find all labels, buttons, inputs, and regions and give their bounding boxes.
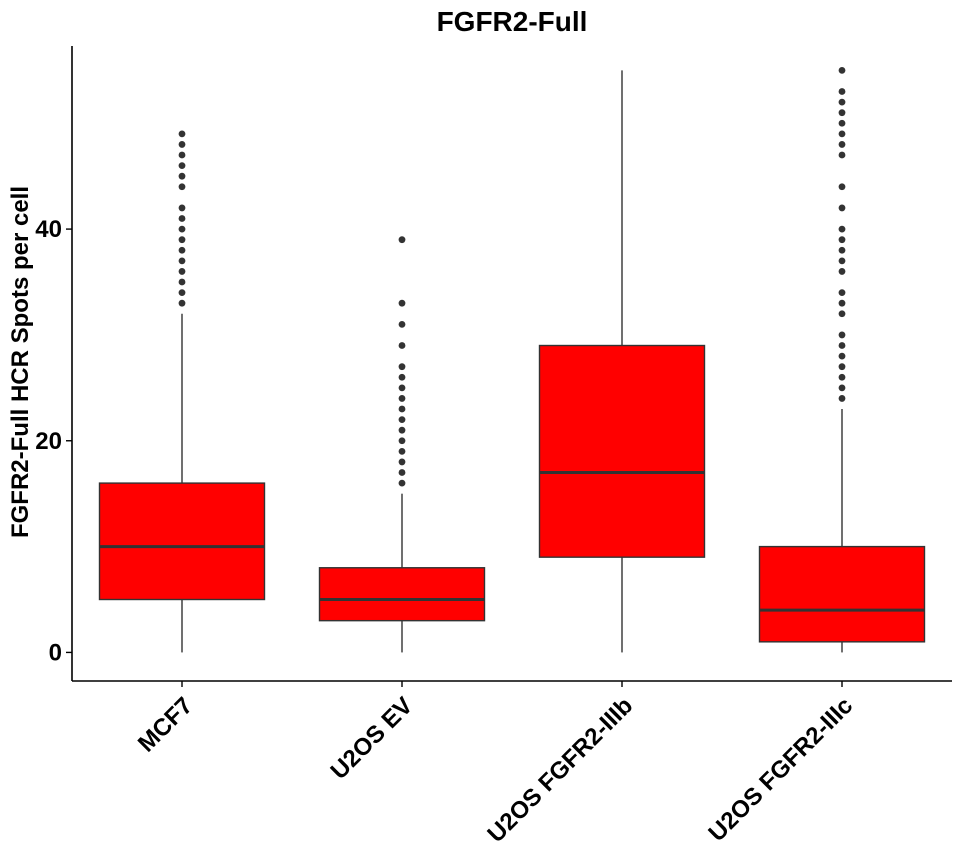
outlier-point bbox=[178, 246, 186, 254]
plot-area: 0 20 40 MCF7 U2OS EV U2OS FGFR2-IIIb U2OS FGFR… bbox=[35, 46, 952, 848]
outlier-point bbox=[838, 119, 846, 127]
outlier-point bbox=[838, 363, 846, 371]
y-tick-label: 20 bbox=[35, 428, 62, 455]
y-tick-label: 0 bbox=[49, 639, 62, 666]
outlier-point bbox=[838, 246, 846, 254]
outlier-point bbox=[178, 299, 186, 307]
outlier-point bbox=[838, 384, 846, 392]
outlier-point bbox=[398, 299, 406, 307]
outlier-point bbox=[838, 109, 846, 117]
outlier-point bbox=[398, 416, 406, 423]
outlier-point bbox=[398, 320, 406, 328]
outlier-point bbox=[838, 183, 846, 191]
outlier-point bbox=[838, 395, 846, 402]
outlier-point bbox=[398, 363, 406, 371]
outlier-point bbox=[398, 447, 406, 455]
outlier-point bbox=[838, 331, 846, 339]
outlier-point bbox=[398, 342, 406, 349]
outlier-point bbox=[838, 66, 846, 74]
outlier-point bbox=[838, 257, 846, 265]
box-iqr bbox=[758, 545, 926, 643]
outlier-point bbox=[398, 458, 406, 466]
outlier-point bbox=[398, 479, 406, 487]
outlier-point bbox=[178, 204, 186, 212]
outlier-point bbox=[838, 373, 846, 381]
outlier-point bbox=[398, 373, 406, 381]
y-tick-label: 40 bbox=[35, 216, 62, 243]
outlier-point bbox=[838, 225, 846, 233]
outlier-point bbox=[178, 289, 186, 296]
outlier-point bbox=[398, 384, 406, 392]
outlier-point bbox=[178, 257, 186, 265]
x-tick-label: U2OS FGFR2-IIIc bbox=[703, 692, 858, 847]
outlier-point bbox=[838, 151, 846, 159]
outlier-point bbox=[398, 426, 406, 434]
outlier-point bbox=[178, 162, 186, 169]
outlier-point bbox=[178, 268, 186, 275]
box-iqr bbox=[318, 567, 486, 622]
outlier-point bbox=[398, 395, 406, 402]
outlier-point bbox=[838, 352, 846, 360]
outlier-point bbox=[178, 215, 186, 222]
outlier-point bbox=[838, 88, 846, 95]
outlier-point bbox=[838, 236, 846, 244]
outlier-point bbox=[398, 405, 406, 413]
outlier-point bbox=[838, 98, 846, 106]
outlier-point bbox=[838, 289, 846, 296]
x-tick-label: U2OS EV bbox=[326, 692, 419, 785]
outlier-point bbox=[178, 130, 186, 138]
box-iqr bbox=[98, 482, 266, 601]
outlier-point bbox=[838, 204, 846, 212]
outlier-point bbox=[838, 299, 846, 307]
outlier-point bbox=[398, 437, 406, 445]
outlier-point bbox=[178, 225, 186, 233]
outlier-point bbox=[398, 236, 406, 244]
outlier-point bbox=[398, 469, 406, 476]
outlier-point bbox=[838, 268, 846, 275]
outlier-point bbox=[838, 141, 846, 148]
outlier-point bbox=[178, 172, 186, 180]
outlier-point bbox=[178, 278, 186, 286]
outlier-point bbox=[178, 141, 186, 148]
x-tick-label: U2OS FGFR2-IIIb bbox=[482, 692, 638, 848]
outlier-point bbox=[838, 310, 846, 318]
outlier-point bbox=[838, 342, 846, 349]
y-axis-label: FGFR2-Full HCR Spots per cell bbox=[7, 186, 34, 538]
outlier-point bbox=[838, 130, 846, 138]
chart-title: FGFR2-Full bbox=[437, 6, 588, 37]
box-iqr bbox=[538, 344, 706, 558]
x-tick-label: MCF7 bbox=[133, 692, 198, 757]
outlier-point bbox=[178, 151, 186, 159]
outlier-point bbox=[178, 183, 186, 191]
outlier-point bbox=[178, 236, 186, 244]
